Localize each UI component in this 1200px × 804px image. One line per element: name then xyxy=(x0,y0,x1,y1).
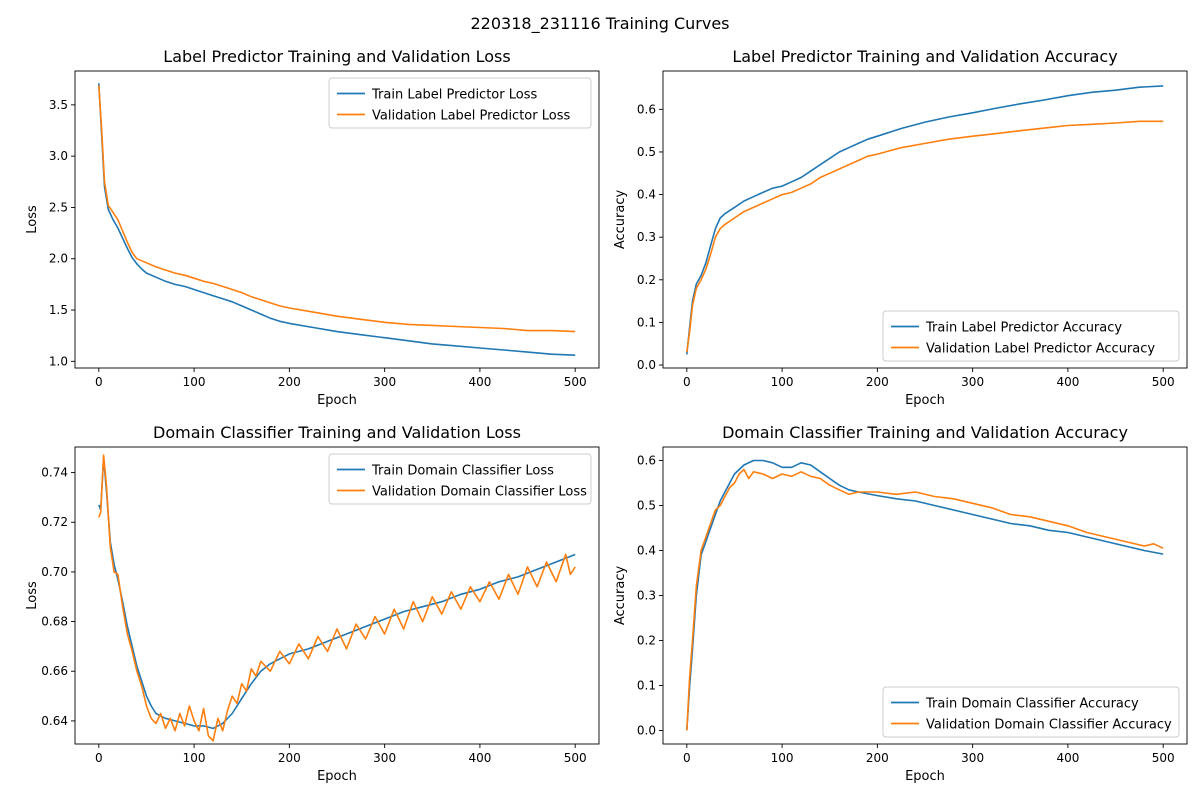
y-tick-label: 0.70 xyxy=(41,565,68,579)
x-tick-label: 400 xyxy=(1056,375,1079,389)
y-tick-label: 3.0 xyxy=(49,149,68,163)
subplot-title: Label Predictor Training and Validation … xyxy=(732,47,1117,66)
axes-frame xyxy=(74,446,600,745)
y-tick-label: 2.0 xyxy=(49,252,68,266)
legend-box xyxy=(882,310,1180,362)
x-tick-label: 200 xyxy=(866,375,889,389)
legend-entry: Validation Domain Classifier Loss xyxy=(372,485,587,500)
y-tick-label: 1.0 xyxy=(49,354,68,368)
y-tick-label: 1.5 xyxy=(49,303,68,317)
subplot-1: Label Predictor Training and Validation … xyxy=(25,47,600,408)
legend-entry: Validation Domain Classifier Accuracy xyxy=(926,718,1172,733)
subplot-title: Domain Classifier Training and Validatio… xyxy=(153,423,521,442)
y-tick-label: 0.72 xyxy=(41,515,68,529)
x-tick-label: 500 xyxy=(564,375,587,389)
y-tick-label: 0.6 xyxy=(637,454,656,468)
x-axis-label: Epoch xyxy=(317,769,357,784)
x-tick-label: 100 xyxy=(771,751,794,765)
x-tick-label: 100 xyxy=(183,375,206,389)
series-line-validation xyxy=(98,454,576,742)
x-tick-label: 300 xyxy=(373,751,396,765)
x-tick-label: 200 xyxy=(866,751,889,765)
x-axis-label: Epoch xyxy=(905,769,945,784)
x-axis-label: Epoch xyxy=(317,393,357,408)
subplot-4: Domain Classifier Training and Validatio… xyxy=(613,423,1188,784)
x-tick-label: 300 xyxy=(961,751,984,765)
x-tick-label: 100 xyxy=(771,375,794,389)
x-tick-label: 100 xyxy=(183,751,206,765)
legend-entry: Train Label Predictor Accuracy xyxy=(925,321,1122,336)
y-tick-label: 0.6 xyxy=(637,102,656,116)
x-tick-label: 0 xyxy=(683,751,691,765)
series-line-train xyxy=(98,83,576,356)
legend: Train Label Predictor Accuracy Validation… xyxy=(882,310,1180,362)
y-axis-label: Accuracy xyxy=(613,566,628,626)
subplot-2: Label Predictor Training and Validation … xyxy=(613,47,1188,408)
y-tick-label: 0.64 xyxy=(41,714,68,728)
legend-box xyxy=(882,686,1180,738)
x-tick-label: 300 xyxy=(373,375,396,389)
x-tick-label: 0 xyxy=(683,375,691,389)
legend-box xyxy=(328,453,592,505)
y-tick-label: 3.5 xyxy=(49,98,68,112)
y-tick-label: 0.0 xyxy=(637,358,656,372)
y-tick-label: 0.0 xyxy=(637,724,656,738)
y-tick-label: 0.2 xyxy=(637,273,656,287)
y-tick-label: 0.5 xyxy=(637,145,656,159)
subplot-3: Domain Classifier Training and Validatio… xyxy=(25,423,600,784)
x-axis-label: Epoch xyxy=(905,393,945,408)
x-tick-label: 300 xyxy=(961,375,984,389)
legend-entry: Train Domain Classifier Loss xyxy=(371,464,554,479)
legend-entry: Validation Label Predictor Loss xyxy=(372,109,570,124)
axes-frame xyxy=(662,70,1188,369)
y-tick-label: 0.3 xyxy=(637,230,656,244)
x-tick-label: 500 xyxy=(1152,751,1175,765)
x-tick-label: 500 xyxy=(564,751,587,765)
y-tick-label: 2.5 xyxy=(49,200,68,214)
x-tick-label: 200 xyxy=(278,751,301,765)
legend-entry: Train Label Predictor Loss xyxy=(371,88,537,103)
y-tick-label: 0.4 xyxy=(637,544,656,558)
x-tick-label: 500 xyxy=(1152,375,1175,389)
y-axis-label: Loss xyxy=(25,581,40,610)
y-tick-label: 0.74 xyxy=(41,466,68,480)
x-tick-label: 400 xyxy=(468,375,491,389)
series-line-train xyxy=(686,85,1164,355)
y-tick-label: 0.5 xyxy=(637,499,656,513)
series-line-validation xyxy=(686,120,1164,353)
y-tick-label: 0.1 xyxy=(637,315,656,329)
x-tick-label: 0 xyxy=(95,375,103,389)
subplot-title: Domain Classifier Training and Validatio… xyxy=(722,423,1128,442)
legend-entry: Train Domain Classifier Accuracy xyxy=(925,697,1139,712)
y-tick-label: 0.4 xyxy=(637,188,656,202)
y-tick-label: 0.68 xyxy=(41,615,68,629)
y-tick-label: 0.1 xyxy=(637,679,656,693)
y-axis-label: Accuracy xyxy=(613,190,628,250)
y-tick-label: 0.2 xyxy=(637,634,656,648)
legend-box xyxy=(328,77,592,129)
x-tick-label: 400 xyxy=(468,751,491,765)
series-line-train xyxy=(686,459,1164,731)
y-axis-label: Loss xyxy=(25,205,40,234)
axes-frame xyxy=(74,70,600,369)
subplot-title: Label Predictor Training and Validation … xyxy=(163,47,510,66)
y-tick-label: 0.3 xyxy=(637,589,656,603)
legend: Train Label Predictor Loss Validation Lab… xyxy=(328,77,592,129)
figure-title: 220318_231116 Training Curves xyxy=(470,14,730,33)
y-tick-label: 0.66 xyxy=(41,664,68,678)
x-tick-label: 200 xyxy=(278,375,301,389)
x-tick-label: 0 xyxy=(95,751,103,765)
series-line-train xyxy=(98,456,576,730)
series-line-validation xyxy=(98,85,576,333)
x-tick-label: 400 xyxy=(1056,751,1079,765)
legend: Train Domain Classifier Accuracy Validati… xyxy=(882,686,1180,738)
legend-entry: Validation Label Predictor Accuracy xyxy=(926,342,1155,357)
series-line-validation xyxy=(686,468,1164,731)
legend: Train Domain Classifier Loss Validation D… xyxy=(328,453,592,505)
